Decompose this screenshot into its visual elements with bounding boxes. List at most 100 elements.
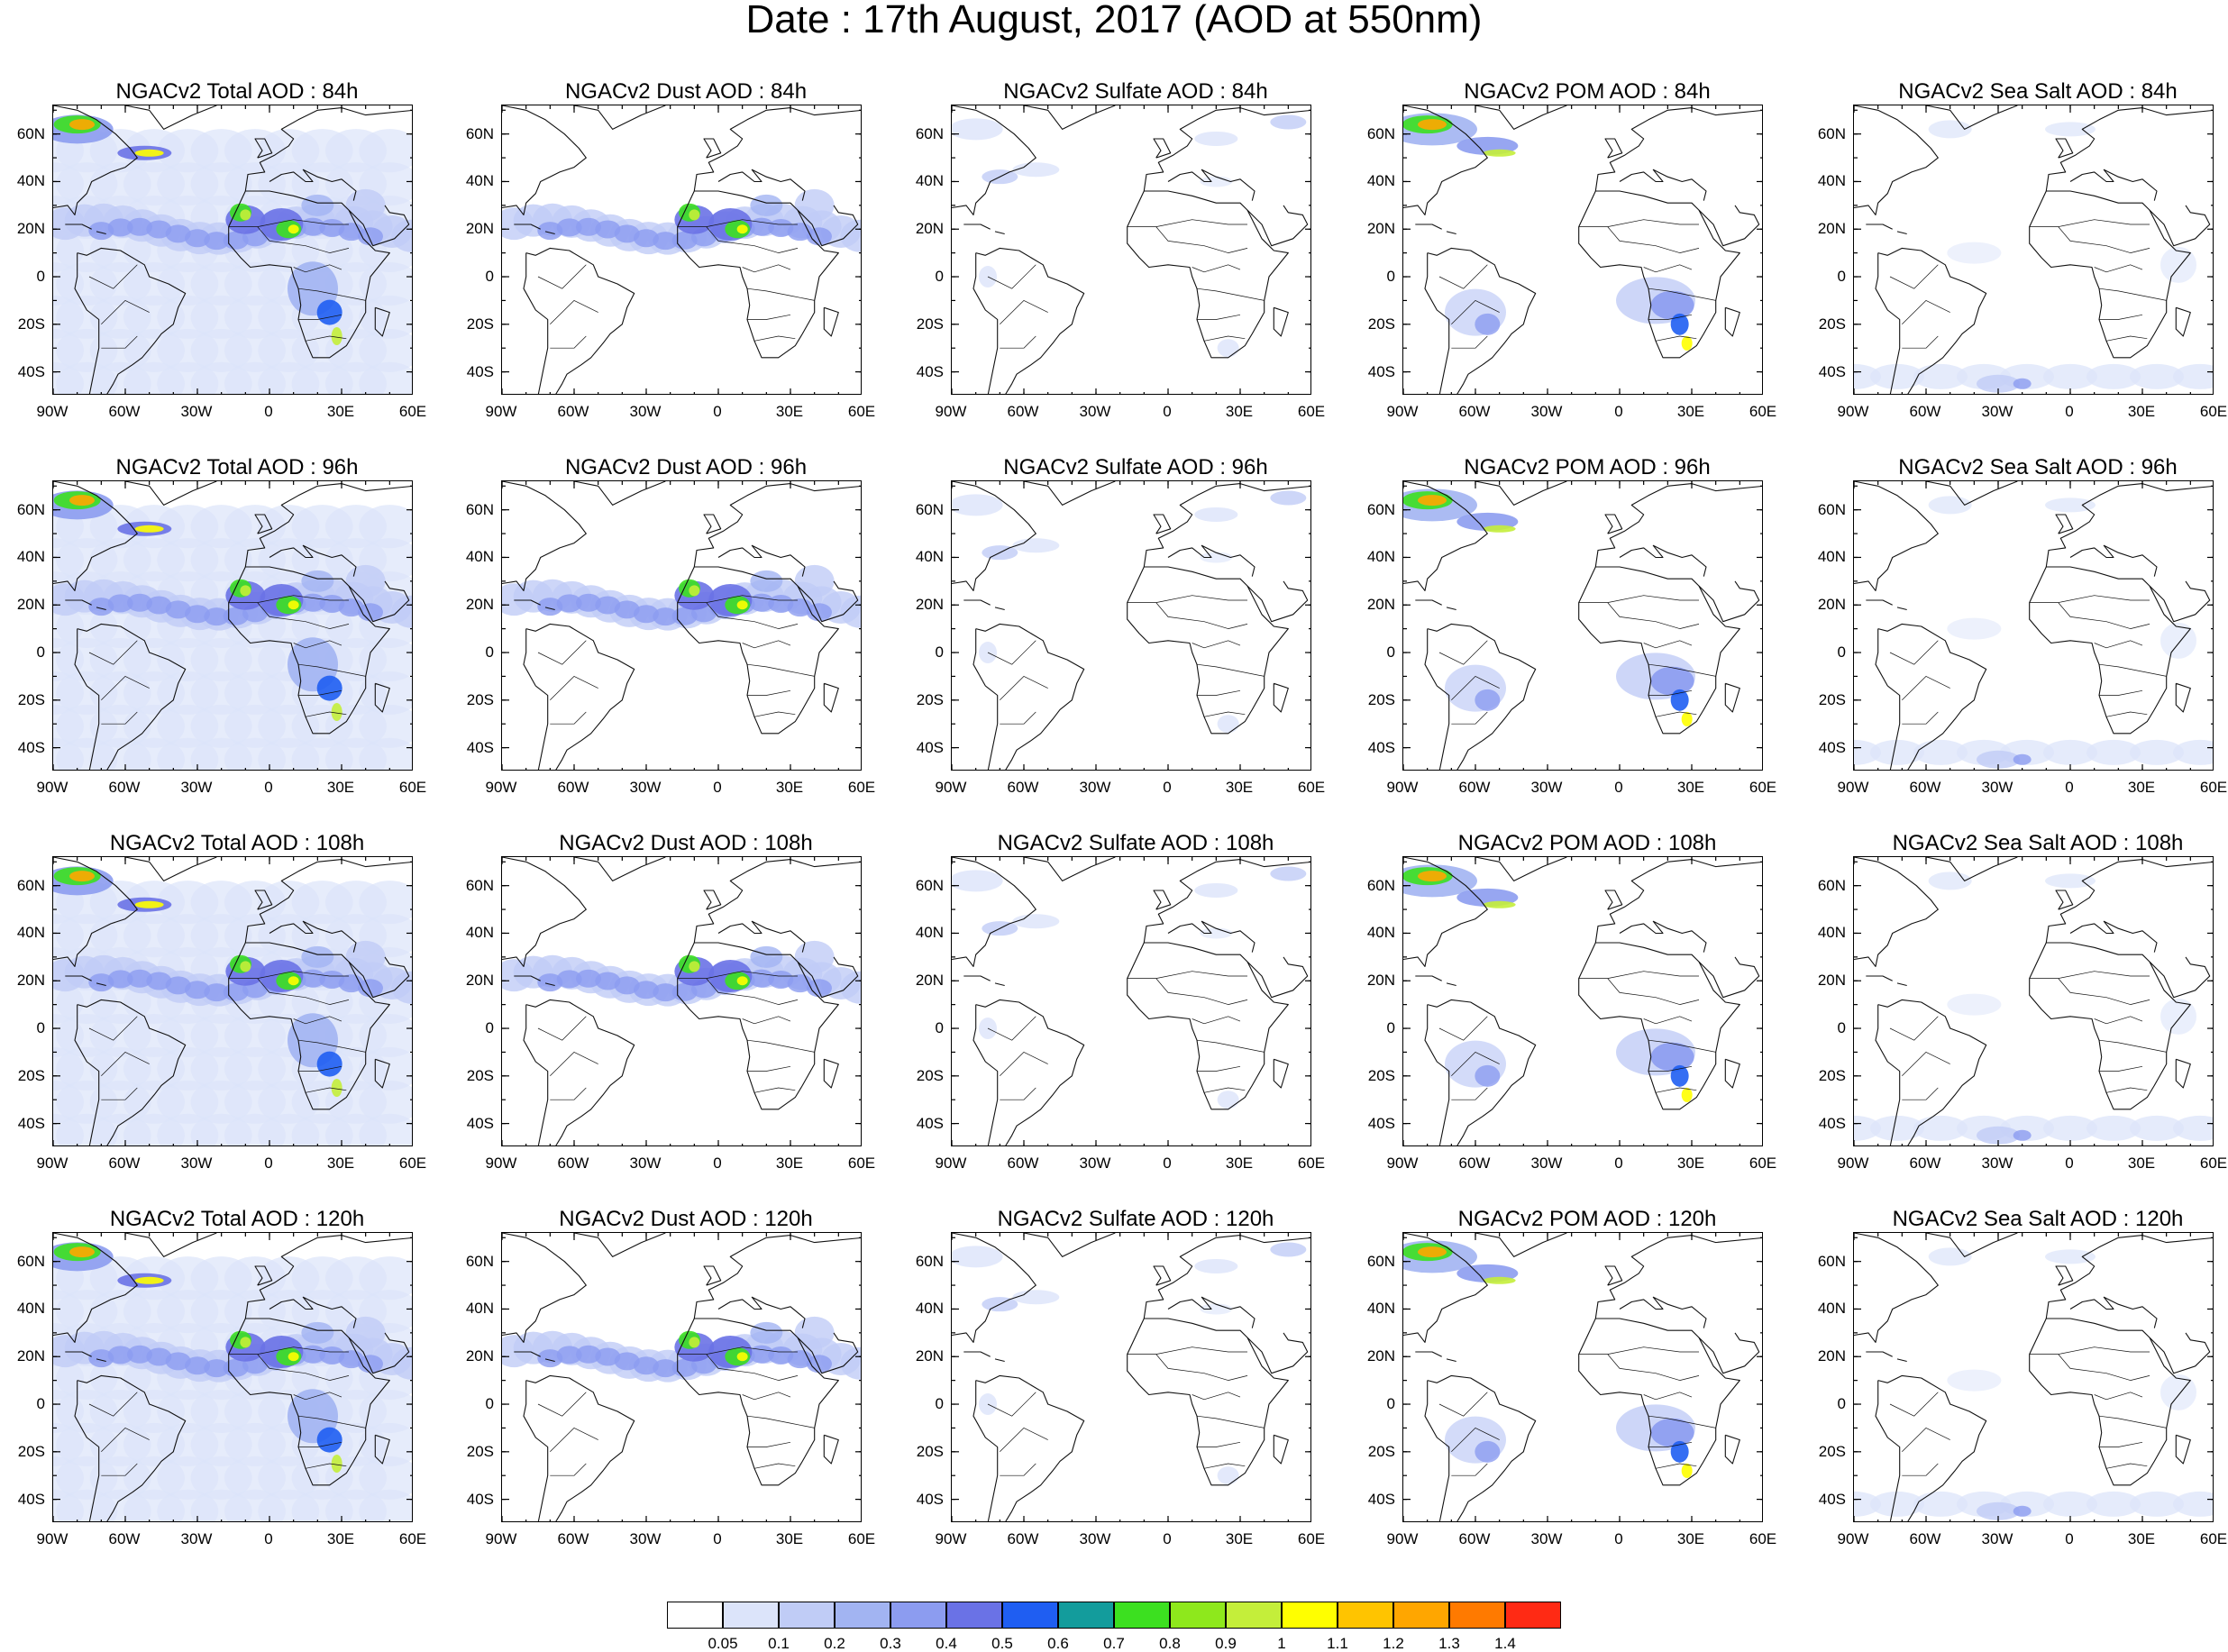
aod-field-patch — [1217, 339, 1239, 358]
lat-tick-label: 20S — [466, 690, 494, 708]
lon-tick-label: 0 — [1163, 1155, 1172, 1172]
coastline — [677, 942, 839, 1110]
aod-field-patch — [240, 585, 251, 597]
coastline — [742, 640, 791, 649]
coastline — [88, 1016, 138, 1041]
aod-field-patch — [1217, 715, 1239, 734]
aod-field-patch — [359, 295, 412, 339]
coastline — [1896, 1358, 1907, 1363]
lat-tick-label: 20N — [16, 1347, 45, 1365]
coastline — [1143, 107, 1310, 192]
coastline — [2149, 956, 2211, 999]
coastline — [677, 595, 798, 603]
lat-tick-label: 40S — [916, 1114, 944, 1132]
coastline — [1698, 1332, 1760, 1374]
aod-field-patch — [2173, 1491, 2213, 1517]
coastline — [1875, 1380, 1901, 1521]
coastline — [1000, 1428, 1048, 1453]
aod-field-patch — [1483, 1276, 1516, 1284]
aod-field-patch — [2045, 122, 2096, 137]
lon-tick-label: 0 — [264, 779, 273, 796]
panel-title: NGACv2 Dust AOD : 108h — [559, 831, 813, 855]
coastline — [1424, 1380, 1450, 1521]
aod-field-patch — [316, 1051, 342, 1077]
lat-tick-label: 60N — [1817, 876, 1846, 894]
aod-field-patch — [952, 118, 1003, 141]
aod-field-patch — [1913, 363, 1968, 389]
aod-field-patch — [1483, 149, 1516, 157]
coastline — [1877, 623, 1987, 770]
lon-tick-label: 60E — [1297, 1155, 1326, 1172]
lon-tick-label: 60E — [1749, 403, 1777, 420]
lon-tick-label: 60W — [1007, 779, 1039, 796]
aod-field-patch — [331, 327, 342, 346]
aod-field-patch — [319, 218, 345, 237]
lon-tick-label: 90W — [485, 779, 517, 796]
lon-tick-label: 30W — [629, 1155, 662, 1172]
aod-field-patch — [749, 593, 774, 612]
aod-field-patch — [288, 600, 299, 610]
panel-title: NGACv2 Sulfate AOD : 96h — [1003, 455, 1268, 479]
coastline — [1877, 999, 1987, 1145]
aod-field-patch — [1217, 1091, 1239, 1109]
coastline — [1854, 481, 1939, 591]
aod-field-patch — [2130, 1115, 2184, 1141]
coastline — [101, 676, 150, 701]
aod-field-patch — [358, 227, 383, 246]
aod-field-patch — [358, 1355, 383, 1374]
coastline — [573, 481, 666, 506]
coastline — [1427, 247, 1537, 394]
coastline — [101, 1428, 150, 1453]
lat-tick-label: 20S — [916, 315, 944, 333]
lat-tick-label: 40S — [17, 362, 45, 380]
coastline — [1415, 1351, 1442, 1357]
lon-tick-label: 0 — [2065, 403, 2074, 420]
lon-tick-label: 90W — [36, 1155, 68, 1172]
coastline — [550, 1463, 587, 1476]
aod-field-patch — [840, 1346, 861, 1380]
coastline — [1438, 1016, 1488, 1041]
coastline — [96, 607, 106, 611]
map-frame — [1402, 1232, 1763, 1522]
map-canvas — [502, 481, 861, 770]
map-canvas — [1403, 857, 1762, 1145]
lat-tick-label: 20S — [1367, 1066, 1395, 1084]
coastline — [1925, 481, 2018, 506]
coastline — [963, 224, 991, 230]
map-panel-dust: NGACv2 Dust AOD : 84h 60N 40N 20N 0 20S 40S 90W… — [466, 81, 875, 433]
lon-tick-label: 60E — [1749, 779, 1777, 796]
lat-tick-label: 20S — [17, 315, 45, 333]
aod-field-patch — [1475, 689, 1501, 711]
aod-field-patch — [240, 209, 251, 221]
colorbar-label: 1.2 — [1383, 1635, 1404, 1652]
coastline — [2175, 1434, 2191, 1465]
coastline — [244, 483, 412, 568]
coastline — [101, 711, 138, 725]
coastline — [101, 300, 150, 325]
aod-field-patch — [2130, 1491, 2184, 1517]
aod-field-patch — [165, 224, 191, 243]
coastline — [2058, 226, 2150, 253]
coastline — [1854, 105, 1939, 215]
coastline — [1000, 300, 1048, 325]
coastline — [677, 1346, 798, 1355]
aod-field-patch — [634, 1356, 659, 1375]
coastline — [1655, 1087, 1697, 1093]
coastline — [1655, 1463, 1697, 1469]
coastline — [544, 982, 555, 987]
coastline — [257, 978, 350, 1005]
lat-tick-label: 40N — [465, 548, 494, 566]
coastline — [1578, 1318, 1740, 1486]
coastline — [514, 224, 541, 230]
lon-tick-label: 30W — [1981, 1530, 2013, 1547]
lat-tick-label: 0 — [36, 643, 45, 662]
lon-tick-label: 30E — [1676, 779, 1705, 796]
coastline — [1438, 1392, 1488, 1417]
coastline — [1451, 1463, 1488, 1476]
coastline — [257, 1354, 350, 1381]
map-frame — [951, 105, 1311, 395]
lon-tick-label: 0 — [2065, 779, 2074, 796]
coastline — [987, 1392, 1036, 1417]
lon-tick-label: 90W — [1386, 403, 1419, 420]
coastline — [2099, 689, 2143, 696]
